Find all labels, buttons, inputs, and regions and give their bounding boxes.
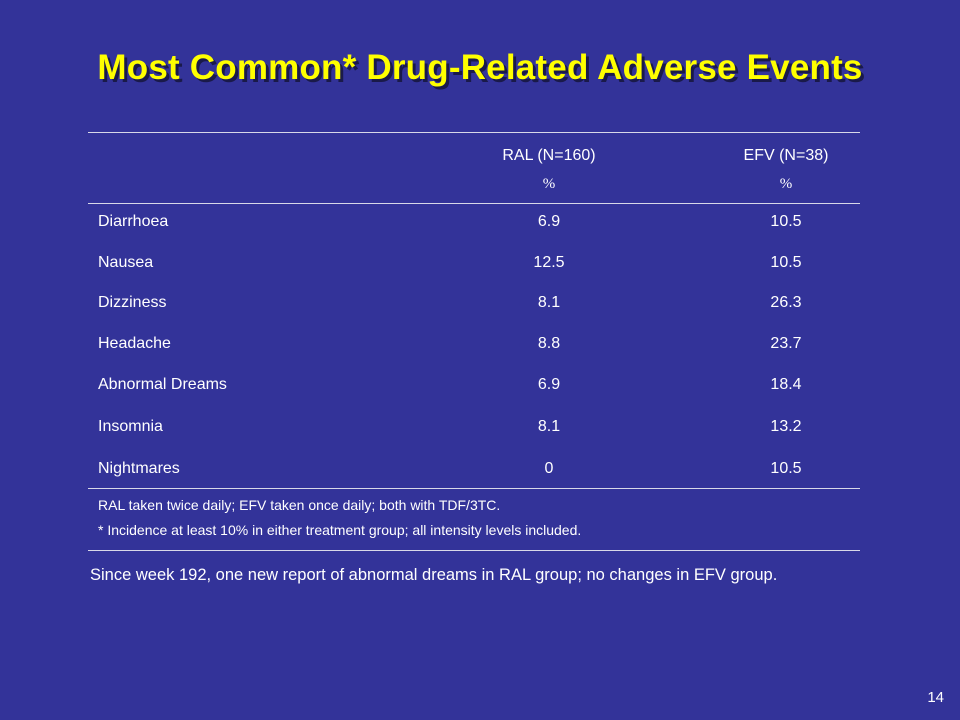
row-ral-value: 8.8 bbox=[537, 335, 561, 352]
row-ral-value: 8.1 bbox=[537, 294, 561, 311]
header-ral: RAL (N=160) bbox=[502, 147, 596, 164]
row-event-label: Insomnia bbox=[98, 418, 163, 435]
table-note-incidence: * Incidence at least 10% in either treat… bbox=[98, 522, 582, 538]
row-efv-value: 26.3 bbox=[770, 294, 802, 311]
row-ral-value: 0 bbox=[544, 460, 554, 477]
row-event-label: Diarrhoea bbox=[98, 213, 169, 230]
table-top-rule bbox=[88, 132, 860, 133]
table-body-rule bbox=[88, 488, 860, 489]
row-event-label: Nausea bbox=[98, 254, 154, 271]
row-event-label: Dizziness bbox=[98, 294, 167, 311]
row-efv-value: 18.4 bbox=[770, 376, 802, 393]
row-ral-value: 6.9 bbox=[537, 376, 561, 393]
row-event-label: Abnormal Dreams bbox=[98, 376, 227, 393]
slide-title: Most Common* Drug-Related Adverse Events bbox=[97, 48, 863, 87]
header-efv-unit: % bbox=[779, 176, 793, 192]
row-efv-value: 10.5 bbox=[770, 213, 802, 230]
header-ral-unit: % bbox=[542, 176, 556, 192]
row-ral-value: 6.9 bbox=[537, 213, 561, 230]
row-efv-value: 10.5 bbox=[770, 460, 802, 477]
row-efv-value: 13.2 bbox=[770, 418, 802, 435]
header-rule bbox=[88, 203, 860, 204]
table-bottom-rule bbox=[88, 550, 860, 551]
page-number: 14 bbox=[927, 689, 944, 706]
row-efv-value: 23.7 bbox=[770, 335, 802, 352]
row-event-label: Headache bbox=[98, 335, 171, 352]
row-ral-value: 12.5 bbox=[533, 254, 565, 271]
row-efv-value: 10.5 bbox=[770, 254, 802, 271]
header-efv: EFV (N=38) bbox=[743, 147, 829, 164]
footer-statement: Since week 192, one new report of abnorm… bbox=[90, 566, 778, 584]
row-ral-value: 8.1 bbox=[537, 418, 561, 435]
table-note-dosing: RAL taken twice daily; EFV taken once da… bbox=[98, 497, 501, 513]
row-event-label: Nightmares bbox=[98, 460, 180, 477]
